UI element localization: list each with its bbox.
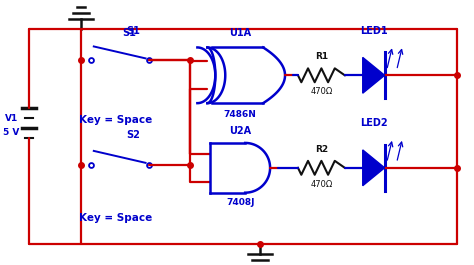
Text: 470Ω: 470Ω (310, 87, 333, 96)
Text: S1: S1 (127, 25, 141, 36)
Polygon shape (363, 58, 384, 93)
Text: S2: S2 (127, 130, 141, 140)
Text: R2: R2 (315, 145, 328, 154)
Text: 7408J: 7408J (226, 198, 255, 207)
Text: LED1: LED1 (360, 25, 388, 36)
Text: V1: V1 (4, 114, 18, 123)
Text: S1: S1 (123, 29, 137, 38)
Polygon shape (363, 150, 384, 186)
Text: LED2: LED2 (360, 118, 388, 128)
Text: Key = Space: Key = Space (79, 213, 152, 223)
Text: 470Ω: 470Ω (310, 180, 333, 189)
Text: U1A: U1A (229, 28, 251, 38)
Text: 5 V: 5 V (3, 127, 19, 136)
Text: R1: R1 (315, 52, 328, 61)
Text: 7486N: 7486N (224, 110, 256, 119)
Text: U2A: U2A (229, 126, 251, 136)
Text: Key = Space: Key = Space (79, 115, 152, 125)
